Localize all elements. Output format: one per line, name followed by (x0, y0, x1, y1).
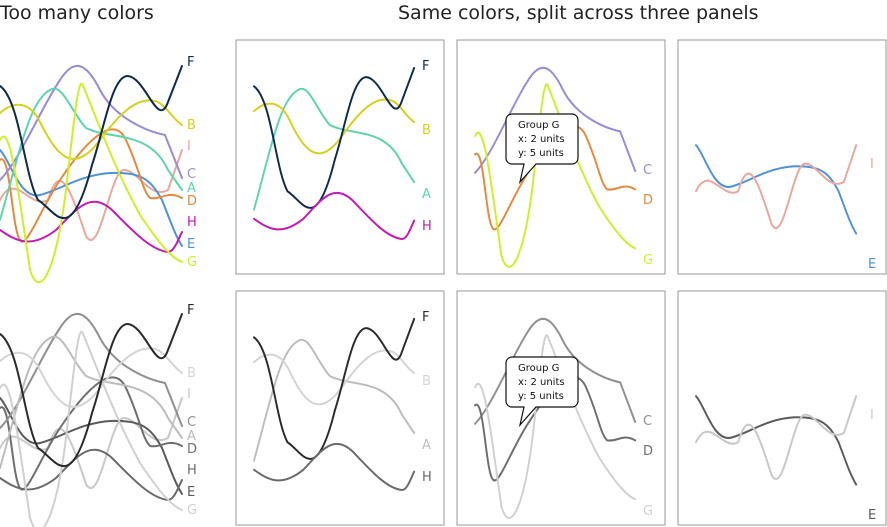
panel1-color-line-F (253, 66, 416, 209)
panel2-gray-tooltip-group: Group G (518, 363, 559, 374)
panel1-color-label-B: B (422, 123, 431, 138)
panel3-color-label-E: E (868, 257, 876, 272)
panel2-color-line-G (474, 83, 637, 268)
panel3-gray-line-E (695, 395, 858, 486)
overview-color-line-G (0, 82, 183, 284)
overview-color-line-H (0, 200, 183, 254)
overview-color-label-G: G (187, 255, 197, 270)
panel1-gray-label-H: H (422, 470, 432, 485)
panel3-color-line-E (695, 144, 858, 235)
panel2-gray-tooltip-x: x: 2 units (518, 377, 565, 388)
overview-color-label-C: C (187, 167, 196, 182)
overview-gray-label-C: C (187, 415, 196, 430)
panel1-color-frame (235, 39, 445, 275)
overview-gray-label-B: B (187, 366, 196, 381)
overview-color-line-F (0, 65, 183, 220)
panel2-gray-tooltip: Group G x: 2 units y: 5 units (505, 356, 579, 428)
title-too-many-colors: Too many colors (0, 2, 154, 24)
panel2-color-tooltip-group: Group G (518, 120, 559, 131)
overview-color-label-H: H (187, 215, 197, 230)
title-split-panels: Same colors, split across three panels (398, 2, 759, 24)
panel3-color-label-I: I (870, 157, 874, 172)
panel1-color-label-F: F (422, 59, 429, 74)
panel1-color-label-A: A (422, 187, 431, 202)
panel2-color-frame (456, 39, 666, 275)
panel2-color-label-G: G (643, 253, 653, 268)
overview-gray-label-D: D (187, 442, 197, 457)
panel2-gray-label-G: G (643, 504, 653, 519)
overview-color-label-D: D (187, 194, 197, 209)
panel3-gray-label-E: E (868, 508, 876, 523)
panel2-color-label-D: D (643, 193, 653, 208)
overview-color-label-I: I (187, 139, 191, 154)
overview-gray-label-H: H (187, 463, 197, 478)
overview-gray-line-G (0, 330, 183, 527)
overview-color-line-C (0, 64, 183, 181)
panel2-color-tooltip: Group G x: 2 units y: 5 units (505, 113, 579, 185)
panel1-gray-line-H (253, 442, 416, 492)
panel2-color-tooltip-y: y: 5 units (518, 148, 564, 159)
overview-gray-line-E (0, 397, 183, 495)
panel2-gray-frame (456, 290, 666, 526)
panel2-gray-tooltip-y: y: 5 units (518, 391, 564, 402)
overview-color-line-E (0, 149, 183, 247)
overview-color-label-E: E (187, 237, 195, 252)
panel3-gray-line-I (695, 395, 858, 480)
overview-gray-label-E: E (187, 485, 195, 500)
overview-gray-label-I: I (187, 387, 191, 402)
overview-color-label-A: A (187, 181, 196, 196)
panel3-color-frame (677, 39, 887, 275)
panel1-color-label-H: H (422, 219, 432, 234)
panel2-color-label-C: C (643, 163, 652, 178)
panel1-gray-label-B: B (422, 374, 431, 389)
panel3-gray-frame (677, 290, 887, 526)
overview-gray-line-D (0, 376, 183, 491)
panel1-gray-line-F (253, 317, 416, 460)
overview-color-label-F: F (187, 55, 194, 70)
panel3-gray-label-I: I (870, 408, 874, 423)
overview-color-line-D (0, 128, 183, 243)
panel2-gray-label-C: C (643, 414, 652, 429)
panel2-gray-line-C (474, 318, 637, 425)
overview-gray-label-F: F (187, 303, 194, 318)
panel1-color-line-H (253, 191, 416, 241)
overview-gray-line-F (0, 313, 183, 468)
overview-gray-line-C (0, 312, 183, 429)
panel1-gray-label-F: F (422, 310, 429, 325)
overview-gray-label-G: G (187, 503, 197, 518)
panel1-gray-label-A: A (422, 438, 431, 453)
overview-color-label-B: B (187, 118, 196, 133)
panel2-gray-label-D: D (643, 444, 653, 459)
panel2-color-tooltip-x: x: 2 units (518, 134, 565, 145)
overview-gray-label-A: A (187, 429, 196, 444)
panel2-color-line-C (474, 67, 637, 174)
overview-gray-line-H (0, 448, 183, 502)
overview-color-line-A (0, 87, 183, 221)
panel1-gray-frame (235, 290, 445, 526)
panel3-color-line-I (695, 144, 858, 229)
overview-gray-line-A (0, 335, 183, 469)
